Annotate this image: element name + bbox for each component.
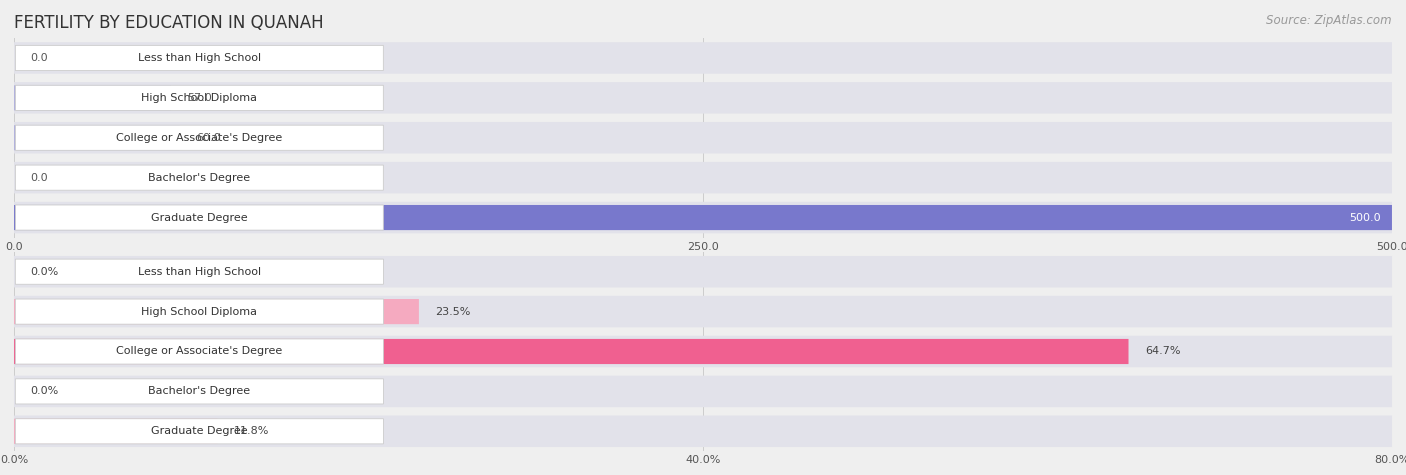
- FancyBboxPatch shape: [14, 86, 172, 110]
- FancyBboxPatch shape: [15, 339, 384, 364]
- Text: Bachelor's Degree: Bachelor's Degree: [148, 172, 250, 183]
- FancyBboxPatch shape: [15, 419, 384, 444]
- Text: 500.0: 500.0: [1350, 212, 1381, 223]
- FancyBboxPatch shape: [14, 419, 218, 444]
- Text: 23.5%: 23.5%: [436, 306, 471, 317]
- Text: FERTILITY BY EDUCATION IN QUANAH: FERTILITY BY EDUCATION IN QUANAH: [14, 14, 323, 32]
- Text: Less than High School: Less than High School: [138, 266, 262, 277]
- Text: High School Diploma: High School Diploma: [142, 306, 257, 317]
- FancyBboxPatch shape: [15, 125, 384, 150]
- Text: College or Associate's Degree: College or Associate's Degree: [117, 346, 283, 357]
- FancyBboxPatch shape: [15, 86, 384, 110]
- Text: 0.0%: 0.0%: [31, 386, 59, 397]
- FancyBboxPatch shape: [14, 205, 1392, 230]
- Text: 0.0%: 0.0%: [31, 266, 59, 277]
- FancyBboxPatch shape: [14, 82, 1392, 114]
- FancyBboxPatch shape: [15, 299, 384, 324]
- Text: Graduate Degree: Graduate Degree: [150, 212, 247, 223]
- FancyBboxPatch shape: [15, 205, 384, 230]
- FancyBboxPatch shape: [14, 416, 1392, 447]
- FancyBboxPatch shape: [14, 162, 1392, 193]
- Text: Less than High School: Less than High School: [138, 53, 262, 63]
- FancyBboxPatch shape: [14, 42, 1392, 74]
- FancyBboxPatch shape: [14, 296, 1392, 327]
- FancyBboxPatch shape: [15, 259, 384, 284]
- Text: 11.8%: 11.8%: [233, 426, 269, 437]
- FancyBboxPatch shape: [14, 299, 419, 324]
- Text: 57.0: 57.0: [187, 93, 212, 103]
- Text: 0.0: 0.0: [31, 53, 48, 63]
- Text: 64.7%: 64.7%: [1144, 346, 1181, 357]
- FancyBboxPatch shape: [14, 256, 1392, 287]
- FancyBboxPatch shape: [15, 379, 384, 404]
- Text: High School Diploma: High School Diploma: [142, 93, 257, 103]
- FancyBboxPatch shape: [14, 122, 1392, 153]
- FancyBboxPatch shape: [14, 202, 1392, 233]
- FancyBboxPatch shape: [14, 376, 1392, 407]
- Text: 60.0: 60.0: [195, 133, 221, 143]
- FancyBboxPatch shape: [15, 46, 384, 70]
- FancyBboxPatch shape: [14, 339, 1129, 364]
- FancyBboxPatch shape: [15, 165, 384, 190]
- Text: Graduate Degree: Graduate Degree: [150, 426, 247, 437]
- FancyBboxPatch shape: [14, 336, 1392, 367]
- FancyBboxPatch shape: [14, 125, 180, 150]
- Text: College or Associate's Degree: College or Associate's Degree: [117, 133, 283, 143]
- Text: 0.0: 0.0: [31, 172, 48, 183]
- Text: Source: ZipAtlas.com: Source: ZipAtlas.com: [1267, 14, 1392, 27]
- Text: Bachelor's Degree: Bachelor's Degree: [148, 386, 250, 397]
